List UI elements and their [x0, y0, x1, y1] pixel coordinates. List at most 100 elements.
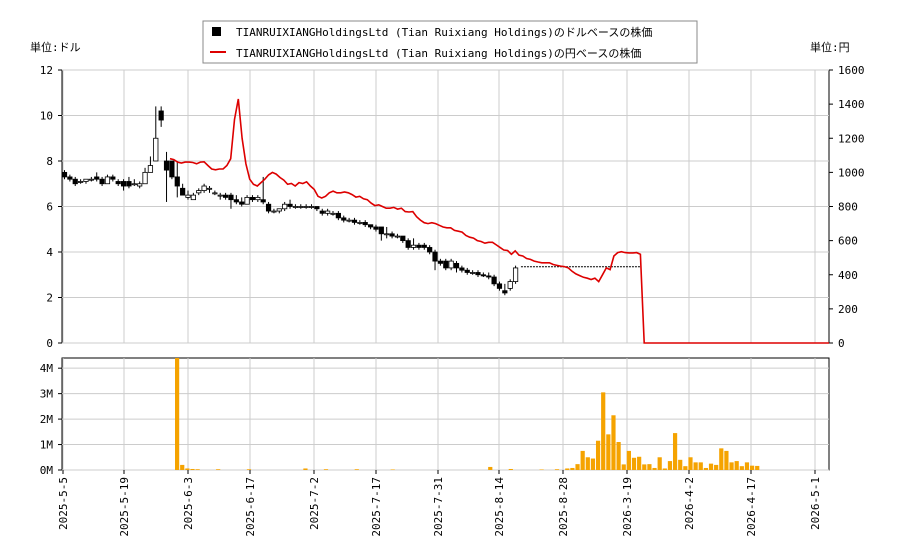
- candle-body: [416, 244, 422, 248]
- price-panel: 0 2 4 6 8 10 12 0 200 400 600 800 1000 1200 1400 1600: [40, 64, 865, 350]
- volume-panel: 0M 1M 2M 3M 4M: [40, 357, 830, 477]
- volume-bar: [590, 458, 596, 470]
- volume-tick-label: 3M: [40, 388, 54, 401]
- candle-body: [298, 206, 304, 208]
- candle-body: [99, 178, 105, 185]
- price-grid: [62, 69, 829, 344]
- candle-body: [110, 176, 116, 180]
- candle-body: [131, 183, 137, 186]
- candle-body: [453, 262, 460, 269]
- volume-bar: [611, 415, 616, 470]
- date-axis: 2025-5-5 2025-5-19 2025-6-3 2025-6-17 2025-7…: [57, 470, 822, 537]
- volume-bar: [303, 468, 308, 470]
- candle-body: [346, 219, 352, 222]
- volume-bar: [647, 464, 652, 470]
- volume-bar: [688, 457, 693, 470]
- volume-bar: [637, 456, 642, 470]
- volume-tick-label: 2M: [40, 413, 54, 426]
- volume-bar: [744, 462, 750, 470]
- right-tick-label: 1200: [838, 132, 865, 145]
- candle-body: [142, 171, 148, 185]
- volume-grid: [62, 358, 829, 471]
- candle-body: [244, 196, 250, 205]
- volume-bar: [185, 468, 190, 470]
- candle-body: [206, 187, 213, 190]
- volume-tick-label: 4M: [40, 362, 54, 375]
- candle-body: [486, 275, 492, 278]
- candle-body: [265, 203, 272, 212]
- candle-body: [459, 267, 465, 271]
- volume-bar: [652, 467, 657, 470]
- candle-body: [373, 226, 379, 230]
- candle-body: [61, 171, 68, 178]
- candle-body: [126, 181, 132, 187]
- volume-panel-frame: [61, 357, 830, 471]
- volume-bar: [698, 462, 703, 470]
- candle-body: [335, 212, 341, 219]
- left-tick-label: 6: [46, 201, 53, 214]
- candle-body: [212, 192, 218, 195]
- candle-body: [464, 269, 470, 273]
- left-tick-label: 12: [40, 64, 53, 77]
- legend: TIANRUIXIANGHoldingsLtd (Tian Ruixiang H…: [202, 20, 698, 64]
- candle-body: [421, 244, 427, 248]
- volume-bar: [626, 450, 631, 470]
- candle-body: [67, 176, 73, 180]
- right-tick-label: 1600: [838, 64, 865, 77]
- candle-body: [276, 208, 282, 212]
- volume-bar: [672, 433, 678, 470]
- volume-bar: [585, 457, 590, 470]
- candle-body: [255, 196, 261, 201]
- candle-body: [88, 178, 94, 181]
- candle-body: [384, 233, 390, 236]
- candle-body: [400, 235, 406, 242]
- candle-body: [507, 281, 513, 289]
- right-tick-label: 600: [838, 235, 858, 248]
- candle-body: [502, 290, 508, 294]
- volume-bar: [580, 450, 585, 470]
- volume-bar: [678, 459, 683, 470]
- volume-bar: [719, 448, 724, 470]
- volume-bar: [216, 469, 221, 470]
- candle-body: [378, 226, 384, 235]
- candle-body: [249, 196, 256, 201]
- volume-bar: [667, 461, 673, 470]
- date-tick-label: 2025-8-28: [557, 477, 570, 537]
- candle-body: [185, 194, 191, 198]
- volume-bar: [657, 457, 662, 470]
- date-tick-label: 2025-8-14: [493, 477, 506, 537]
- volume-bar: [508, 468, 513, 470]
- date-tick-label: 2025-7-2: [308, 477, 321, 530]
- volume-bar: [601, 392, 606, 470]
- date-tick-label: 2026-5-1: [809, 477, 822, 530]
- left-tick-label: 2: [46, 292, 53, 305]
- volume-bar: [575, 464, 580, 470]
- left-tick-label: 4: [46, 246, 53, 259]
- volume-bar: [488, 466, 493, 470]
- candle-body: [78, 181, 84, 183]
- volume-bar: [390, 469, 395, 470]
- candle-body: [475, 272, 481, 276]
- volume-bar: [606, 434, 611, 470]
- right-tick-label: 800: [838, 201, 858, 214]
- candle-body: [158, 110, 164, 121]
- candle-body: [319, 210, 325, 214]
- candle-body: [491, 276, 497, 285]
- candle-body: [443, 260, 449, 269]
- date-tick-label: 2025-5-5: [57, 477, 70, 530]
- volume-bar: [739, 466, 744, 470]
- volume-bar: [246, 469, 252, 470]
- candle-body: [470, 272, 476, 274]
- volume-bar: [703, 467, 708, 470]
- volume-bar: [323, 469, 329, 470]
- volume-bar: [683, 466, 688, 470]
- candle-body: [480, 274, 486, 277]
- candle-body: [512, 267, 519, 282]
- candle-body: [325, 210, 331, 214]
- candle-body: [427, 247, 433, 253]
- candle-body: [351, 219, 358, 223]
- date-tick-label: 2026-4-17: [745, 477, 758, 537]
- volume-bar: [354, 469, 359, 470]
- volume-bar: [554, 469, 560, 470]
